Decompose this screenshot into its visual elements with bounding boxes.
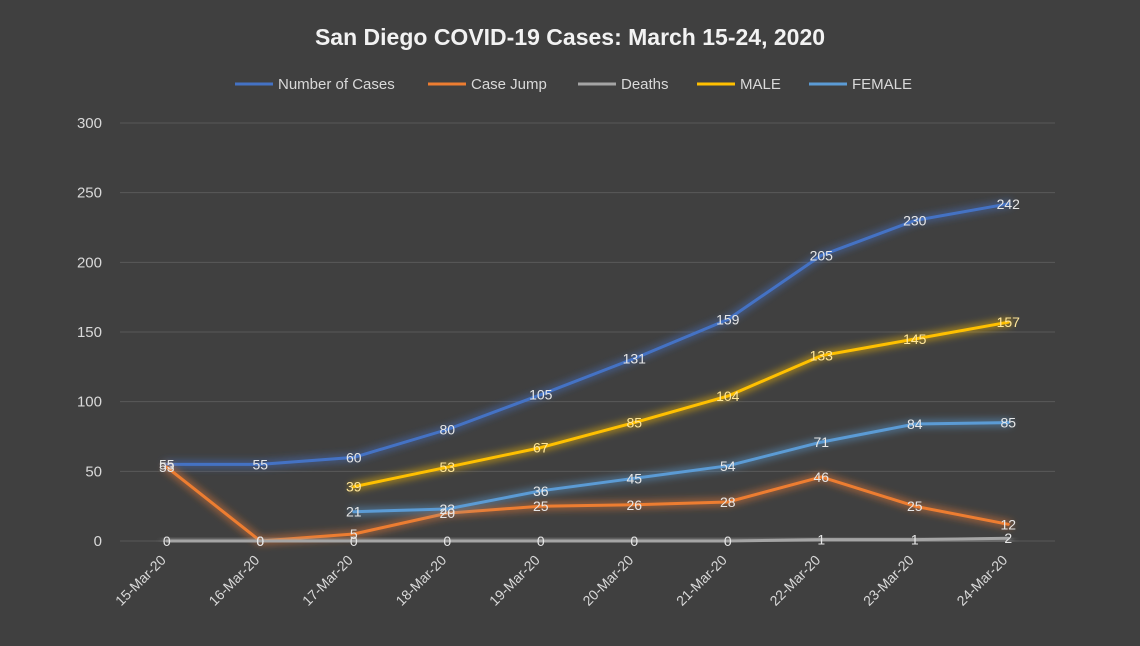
- y-tick-label: 200: [77, 254, 102, 271]
- data-label: 2: [1004, 530, 1012, 546]
- data-label: 0: [256, 533, 264, 549]
- data-label: 71: [813, 434, 829, 450]
- data-label: 0: [537, 533, 545, 549]
- data-label: 46: [813, 469, 829, 485]
- series-line-case-jump: [165, 465, 1010, 543]
- data-label: 84: [907, 416, 923, 432]
- data-label: 131: [623, 350, 647, 366]
- series-glow-number-of-cases: [162, 199, 1013, 469]
- x-tick-label: 19-Mar-20: [486, 552, 543, 609]
- data-label: 0: [163, 533, 171, 549]
- y-tick-label: 50: [85, 463, 102, 480]
- y-tick-label: 300: [77, 115, 102, 132]
- chart-title: San Diego COVID-19 Cases: March 15-24, 2…: [315, 24, 825, 50]
- data-label: 105: [529, 387, 553, 403]
- legend-item-female: FEMALE: [809, 76, 912, 93]
- data-label: 21: [346, 504, 362, 520]
- legend-label: Case Jump: [471, 76, 547, 93]
- data-label: 55: [252, 456, 268, 472]
- data-label: 85: [626, 415, 642, 431]
- series-line-male: [352, 320, 1010, 489]
- x-tick-label: 18-Mar-20: [392, 552, 449, 609]
- data-label: 1: [817, 532, 825, 548]
- data-label: 0: [256, 533, 264, 549]
- x-tick-label: 20-Mar-20: [579, 552, 636, 609]
- legend-item-case-jump: Case Jump: [428, 76, 547, 93]
- legend-item-number-of-cases: Number of Cases: [235, 76, 395, 93]
- legend-label: FEMALE: [852, 76, 912, 93]
- data-label: 0: [724, 533, 732, 549]
- y-tick-label: 0: [94, 533, 102, 550]
- x-tick-label: 16-Mar-20: [205, 552, 262, 609]
- data-label: 145: [903, 331, 927, 347]
- data-label: 230: [903, 213, 927, 229]
- series-line-female: [352, 421, 1010, 514]
- x-axis: 15-Mar-20 16-Mar-20 17-Mar-20 18-Mar-20 19-M…: [112, 552, 1011, 609]
- legend-label: Number of Cases: [278, 76, 395, 93]
- x-tick-label: 15-Mar-20: [112, 552, 169, 609]
- data-label: 157: [997, 314, 1021, 330]
- data-label: 23: [439, 501, 455, 517]
- data-label: 1: [911, 532, 919, 548]
- data-label: 242: [997, 196, 1021, 212]
- x-tick-label: 23-Mar-20: [860, 552, 917, 609]
- legend-label: MALE: [740, 76, 781, 93]
- data-label: 45: [626, 470, 642, 486]
- x-tick-label: 21-Mar-20: [673, 552, 730, 609]
- legend-item-deaths: Deaths: [578, 76, 669, 93]
- series-layer: [162, 199, 1013, 546]
- data-label: 0: [630, 533, 638, 549]
- y-axis: 0 50 100 150 200 250 300: [77, 115, 102, 550]
- data-label: 5: [350, 526, 358, 542]
- data-label: 0: [443, 533, 451, 549]
- legend: Number of Cases Case Jump Deaths MALE FEMALE: [235, 76, 912, 93]
- data-label: 80: [439, 422, 455, 438]
- data-label: 85: [1000, 415, 1016, 431]
- x-tick-label: 24-Mar-20: [953, 552, 1010, 609]
- data-label: 28: [720, 494, 736, 510]
- legend-item-male: MALE: [697, 76, 781, 93]
- y-tick-label: 250: [77, 185, 102, 202]
- legend-label: Deaths: [621, 76, 669, 93]
- x-tick-label: 17-Mar-20: [299, 552, 356, 609]
- data-label: 205: [810, 247, 834, 263]
- data-label: 53: [159, 459, 175, 475]
- data-label: 54: [720, 458, 736, 474]
- data-label: 20: [439, 505, 455, 521]
- y-tick-label: 100: [77, 394, 102, 411]
- x-tick-label: 22-Mar-20: [766, 552, 823, 609]
- y-tick-label: 150: [77, 324, 102, 341]
- data-label: 25: [907, 498, 923, 514]
- data-label: 25: [533, 498, 549, 514]
- data-label: 60: [346, 449, 362, 465]
- data-label: 104: [716, 388, 740, 404]
- data-label: 26: [626, 497, 642, 513]
- series-line-number-of-cases: [165, 202, 1010, 466]
- data-label: 159: [716, 311, 740, 327]
- data-label: 12: [1000, 516, 1016, 532]
- data-label: 53: [439, 459, 455, 475]
- data-label: 0: [350, 533, 358, 549]
- series-line-deaths: [165, 536, 1010, 543]
- data-label: 39: [346, 479, 362, 495]
- data-label: 55: [159, 456, 175, 472]
- data-label: 36: [533, 483, 549, 499]
- data-label: 67: [533, 440, 549, 456]
- data-label: 133: [810, 348, 834, 364]
